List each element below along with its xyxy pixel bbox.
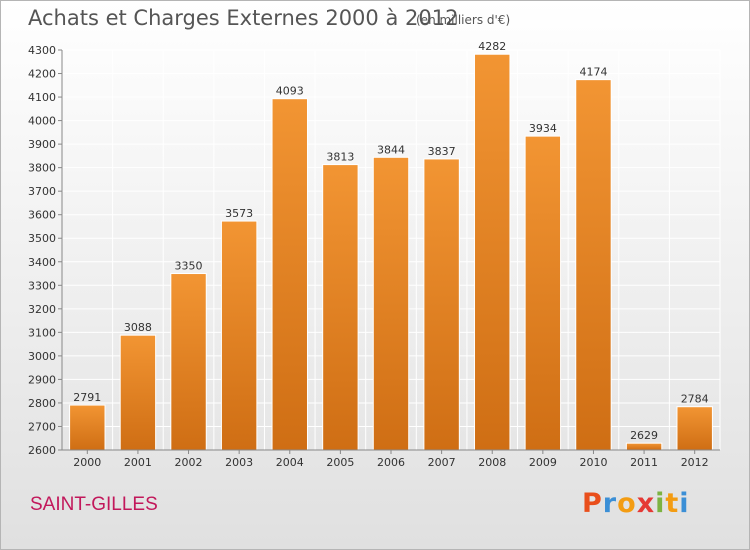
value-label: 4282 (478, 40, 506, 53)
value-label: 2791 (73, 391, 101, 404)
value-label: 2629 (630, 429, 658, 442)
y-tick-label: 4000 (28, 115, 56, 128)
value-label: 3934 (529, 122, 557, 135)
bar (170, 273, 207, 451)
y-tick-label: 4200 (28, 68, 56, 81)
bar (625, 442, 663, 451)
x-tick-label: 2005 (326, 456, 354, 469)
commune-name: SAINT-GILLES (30, 494, 158, 515)
value-label: 2784 (681, 393, 709, 406)
x-tick-label: 2011 (630, 456, 658, 469)
bar (423, 158, 460, 451)
bar (372, 156, 410, 451)
logo-letter: i (655, 488, 666, 519)
y-tick-label: 2600 (28, 444, 56, 457)
y-tick-label: 4300 (28, 44, 56, 57)
x-tick-label: 2000 (73, 456, 101, 469)
value-label: 3837 (428, 145, 456, 158)
bar (271, 98, 308, 451)
y-tick-label: 3700 (28, 185, 56, 198)
y-tick-label: 2800 (28, 397, 56, 410)
y-tick-label: 3800 (28, 162, 56, 175)
x-tick-label: 2008 (478, 456, 506, 469)
y-tick-label: 3500 (28, 232, 56, 245)
bar (575, 79, 612, 451)
proxiti-logo: Proxiti (582, 488, 690, 519)
y-tick-label: 3100 (28, 326, 56, 339)
logo-letter: P (582, 488, 603, 519)
y-tick-label: 4100 (28, 91, 56, 104)
y-tick-label: 2900 (28, 373, 56, 386)
y-tick-label: 3300 (28, 279, 56, 292)
x-tick-label: 2001 (124, 456, 152, 469)
bar (676, 406, 713, 451)
bars (69, 53, 713, 451)
x-tick-label: 2002 (175, 456, 203, 469)
bar (322, 164, 359, 451)
logo-letter: o (617, 488, 637, 519)
value-label: 3573 (225, 207, 253, 220)
value-label: 4093 (276, 85, 304, 98)
y-tick-label: 2700 (28, 420, 56, 433)
x-tick-label: 2004 (276, 456, 304, 469)
value-labels: 2791 3088 3350 3573 4093 3813 3844 3837 4282 3934… (73, 40, 708, 442)
logo-letter: i (679, 488, 690, 519)
x-tick-label: 2003 (225, 456, 253, 469)
chart-title: Achats et Charges Externes 2000 à 2012 (28, 6, 459, 30)
y-tick-label: 3900 (28, 138, 56, 151)
chart-subtitle: (en milliers d'€) (416, 13, 511, 27)
x-tick-label: 2006 (377, 456, 405, 469)
bar (474, 53, 511, 451)
bar (69, 404, 106, 451)
bar (119, 334, 157, 451)
y-tick-label: 3200 (28, 303, 56, 316)
logo-letter: t (665, 488, 680, 519)
value-label: 3350 (175, 260, 203, 273)
y-tick-label: 3000 (28, 350, 56, 363)
logo-letter: x (636, 488, 656, 519)
axes: 2600 2700 2800 2900 3000 3100 3200 3300 3400 3500… (28, 44, 720, 469)
y-tick-label: 3600 (28, 209, 56, 222)
bar (524, 135, 562, 451)
y-tick-label: 3400 (28, 256, 56, 269)
x-tick-label: 2009 (529, 456, 557, 469)
value-label: 3813 (326, 151, 354, 164)
logo-letter: r (602, 488, 618, 519)
x-tick-label: 2007 (428, 456, 456, 469)
value-label: 3088 (124, 321, 152, 334)
x-tick-label: 2010 (579, 456, 607, 469)
value-label: 3844 (377, 143, 405, 156)
x-tick-label: 2012 (681, 456, 709, 469)
bar (220, 220, 258, 451)
value-label: 4174 (579, 66, 607, 79)
